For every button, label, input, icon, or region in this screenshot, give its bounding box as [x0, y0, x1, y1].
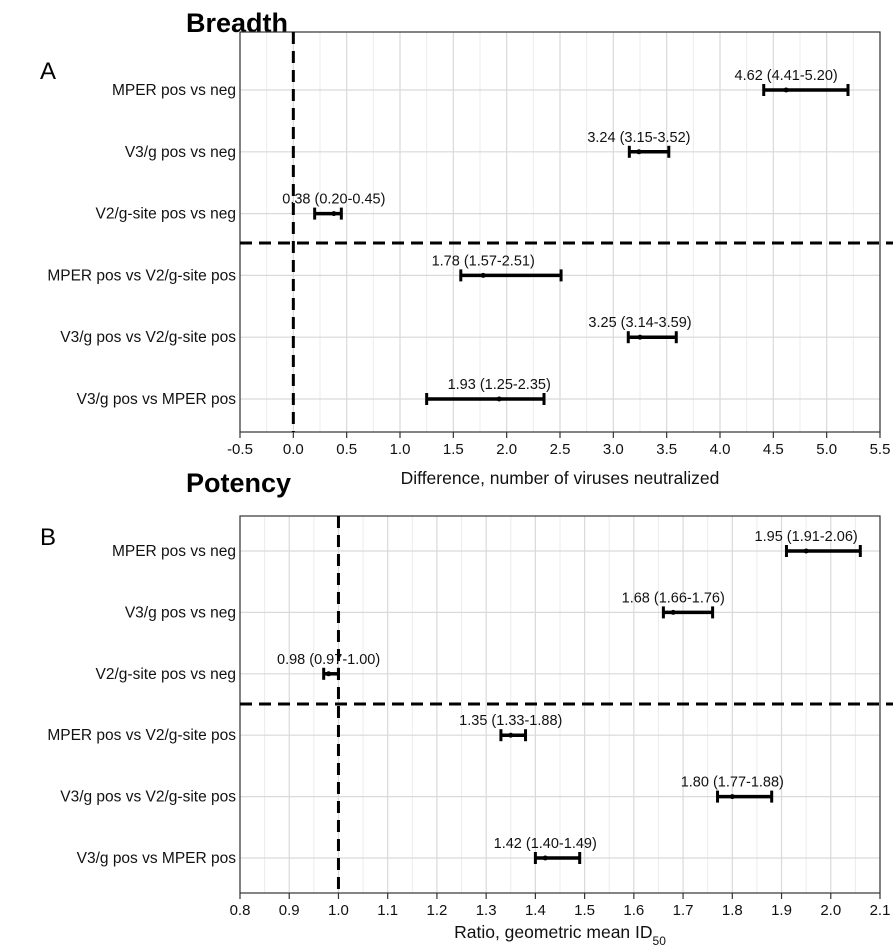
panel-a-row-label: V2/g-site pos vs neg — [96, 206, 236, 223]
panel-b-x-tick-label: 1.2 — [426, 902, 447, 919]
panel-a-x-tick-label: 4.5 — [763, 441, 784, 458]
panel-b-estimate-annotation: 1.35 (1.33-1.88) — [459, 713, 562, 729]
panel-b-row-label: MPER pos vs V2/g-site pos — [47, 727, 236, 744]
panel-a-x-tick-label: 0.0 — [283, 441, 304, 458]
panel-b-point-estimate — [729, 794, 735, 800]
panel-a-row-label: MPER pos vs V2/g-site pos — [47, 267, 236, 284]
panel-b-point-estimate — [508, 732, 514, 738]
panel-a-x-tick-label: 0.5 — [336, 441, 357, 458]
panel-a-x-tick-label: -0.5 — [227, 441, 253, 458]
panel-a-point-estimate — [637, 334, 643, 340]
panel-b-row-label: V3/g pos vs neg — [125, 604, 236, 621]
panel-b-letter: B — [40, 524, 57, 551]
panel-a-x-tick-label: 5.5 — [870, 441, 891, 458]
panel-b-row-label: MPER pos vs neg — [112, 543, 236, 560]
panel-a-x-tick-label: 1.0 — [390, 441, 411, 458]
panel-a-x-tick-label: 5.0 — [816, 441, 837, 458]
panel-b-title: Potency — [186, 468, 292, 498]
panel-b-estimate-annotation: 0.98 (0.97-1.00) — [277, 652, 380, 668]
panel-b-point-estimate — [803, 548, 809, 554]
panel-b-x-tick-label: 1.3 — [476, 902, 497, 919]
panel-a-x-tick-label: 3.0 — [603, 441, 624, 458]
panel-b-x-tick-label: 1.8 — [722, 902, 743, 919]
panel-b-x-tick-label: 1.6 — [623, 902, 644, 919]
panel-b-point-estimate — [326, 671, 332, 677]
panel-a-point-estimate — [480, 272, 486, 278]
panel-a-point-estimate — [783, 87, 789, 93]
panel-b-row-label: V3/g pos vs MPER pos — [77, 850, 237, 867]
panel-b-x-axis-label: Ratio, geometric mean ID50 — [454, 922, 666, 945]
panel-a-title: Breadth — [186, 8, 289, 38]
panel-a-point-estimate — [331, 211, 337, 217]
panel-b-x-tick-label: 2.1 — [870, 902, 891, 919]
panel-b-x-tick-label: 1.4 — [525, 902, 546, 919]
panel-b-estimate-annotation: 1.42 (1.40-1.49) — [494, 836, 597, 852]
panel-a-x-tick-label: 2.5 — [550, 441, 571, 458]
panel-a-point-estimate — [636, 149, 642, 155]
panel-b-estimate-annotation: 1.68 (1.66-1.76) — [622, 590, 725, 606]
panel-a-letter: A — [40, 58, 57, 85]
panel-b-x-tick-label: 0.9 — [279, 902, 300, 919]
panel-b-x-tick-label: 1.1 — [377, 902, 398, 919]
panel-b-row-label: V2/g-site pos vs neg — [96, 666, 236, 683]
panel-b-x-tick-label: 2.0 — [820, 902, 841, 919]
panel-a-row-label: MPER pos vs neg — [112, 82, 236, 99]
panel-a-estimate-annotation: 4.62 (4.41-5.20) — [735, 68, 838, 84]
panel-b-x-tick-label: 1.0 — [328, 902, 349, 919]
panel-b-point-estimate — [670, 609, 676, 615]
panel-a-estimate-annotation: 0.38 (0.20-0.45) — [282, 192, 385, 208]
panel-a-x-tick-label: 4.0 — [710, 441, 731, 458]
panel-a-x-axis-label: Difference, number of viruses neutralize… — [401, 468, 720, 488]
panel-b-x-tick-label: 1.5 — [574, 902, 595, 919]
panel-b-x-tick-label: 1.7 — [673, 902, 694, 919]
panel-b-estimate-annotation: 1.80 (1.77-1.88) — [681, 775, 784, 791]
panel-b-row-label: V3/g pos vs V2/g-site pos — [60, 789, 236, 806]
panel-a-estimate-annotation: 1.93 (1.25-2.35) — [448, 377, 551, 393]
panel-b-x-tick-label: 1.9 — [771, 902, 792, 919]
panel-a-estimate-annotation: 3.24 (3.15-3.52) — [587, 130, 690, 146]
panel-b-estimate-annotation: 1.95 (1.91-2.06) — [755, 529, 858, 545]
panel-a-estimate-annotation: 3.25 (3.14-3.59) — [588, 315, 691, 331]
panel-b-x-tick-label: 0.8 — [230, 902, 251, 919]
panel-a-row-label: V3/g pos vs V2/g-site pos — [60, 329, 236, 346]
panel-a-point-estimate — [496, 396, 502, 402]
panel-a-x-tick-label: 3.5 — [656, 441, 677, 458]
panel-a-plot-border — [239, 31, 881, 433]
panel-a-estimate-annotation: 1.78 (1.57-2.51) — [432, 253, 535, 269]
panel-b-point-estimate — [542, 855, 548, 861]
panel-a-x-tick-label: 1.5 — [443, 441, 464, 458]
panel-b-x-axis-label-subscript: 50 — [653, 934, 667, 945]
panel-a-x-tick-label: 2.0 — [496, 441, 517, 458]
panel-a-row-label: V3/g pos vs MPER pos — [77, 391, 237, 408]
panel-a-row-label: V3/g pos vs neg — [125, 144, 236, 161]
